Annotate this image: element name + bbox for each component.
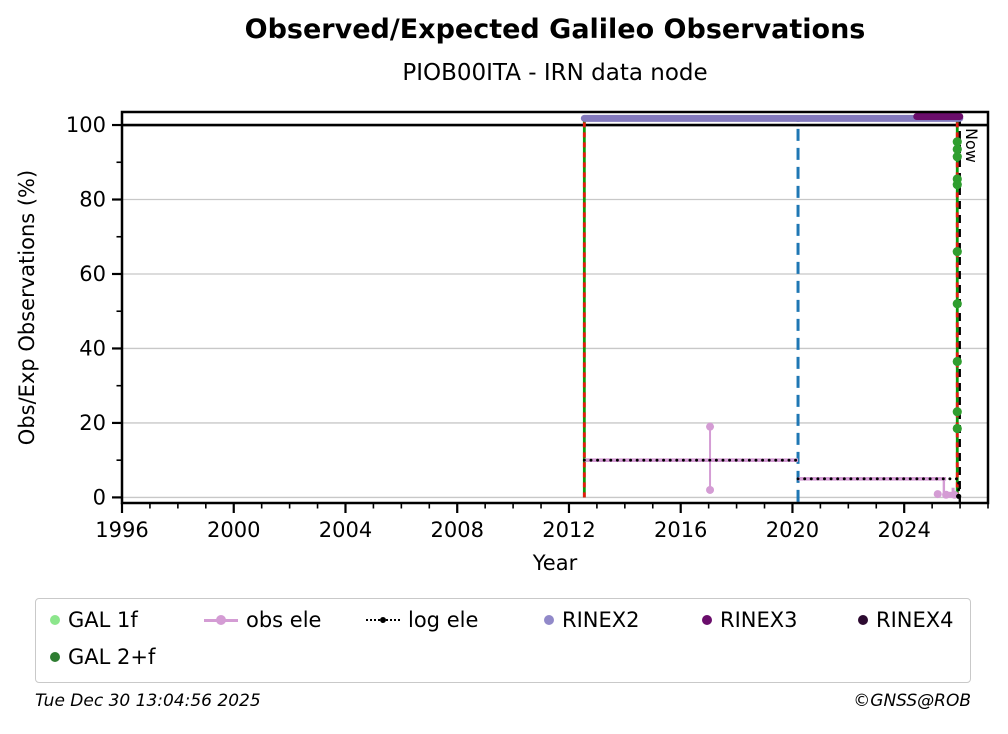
legend-label-rinex3: RINEX3 <box>720 608 798 632</box>
x-tick-label: 2016 <box>654 518 707 542</box>
legend-item-rinex4[interactable]: RINEX4 <box>858 606 954 634</box>
log-ele-marker-icon <box>366 615 400 625</box>
chart-subtitle: PIOB00ITA - IRN data node <box>402 60 708 86</box>
legend-label-log-ele: log ele <box>408 608 479 632</box>
gal-2-f-point <box>952 407 962 417</box>
legend-label-gal-2f: GAL 2+f <box>68 645 156 669</box>
rinex2-marker-icon <box>544 615 554 625</box>
rinex3-marker-icon <box>702 615 712 625</box>
x-tick-label: 2004 <box>319 518 372 542</box>
plot-timestamp: Tue Dec 30 13:04:56 2025 <box>35 691 261 711</box>
x-tick-label: 2024 <box>877 518 930 542</box>
obs-ele-marker <box>706 422 715 431</box>
y-axis-label: Obs/Exp Observations (%) <box>15 170 39 445</box>
y-tick-label: 20 <box>79 411 106 435</box>
legend-item-log-ele[interactable]: log ele <box>366 606 478 634</box>
gal-2-f-point <box>952 137 962 147</box>
chart-title: Observed/Expected Galileo Observations <box>244 14 866 45</box>
y-tick-label: 100 <box>66 113 106 137</box>
x-tick-label: 2008 <box>430 518 483 542</box>
legend-item-obs-ele[interactable]: obs ele <box>204 606 321 634</box>
x-axis-label: Year <box>532 551 578 575</box>
legend-label-gal-1f: GAL 1f <box>68 608 138 632</box>
legend-label-rinex4: RINEX4 <box>876 608 954 632</box>
x-tick-label: 1996 <box>95 518 148 542</box>
legend-item-gal-2f[interactable]: GAL 2+f <box>50 643 155 671</box>
legend-item-rinex3[interactable]: RINEX3 <box>702 606 798 634</box>
now-label: Now <box>962 128 981 163</box>
y-tick-label: 80 <box>79 188 106 212</box>
rinex4-marker-icon <box>858 615 868 625</box>
gal-1f-marker-icon <box>50 615 60 625</box>
chart-legend: GAL 1f obs ele log ele RINEX2 RINEX3 RIN… <box>35 598 971 683</box>
y-tick-label: 0 <box>93 485 106 509</box>
x-tick-label: 2020 <box>766 518 819 542</box>
gal-2-f-point <box>952 356 962 367</box>
plot-border <box>120 110 990 505</box>
legend-label-rinex2: RINEX2 <box>562 608 640 632</box>
gal-2-f-point <box>952 423 962 434</box>
y-tick-label: 40 <box>79 336 106 360</box>
gal-2-f-point <box>952 299 962 309</box>
gal-2-f-point <box>952 152 962 162</box>
gal-2-f-point <box>952 247 962 257</box>
gal-2f-marker-icon <box>50 652 60 662</box>
chart-plot-area: 1996 2000 2004 2008 2012 2016 2020 2024 0 20 40 60 8… <box>15 110 990 575</box>
legend-item-rinex2[interactable]: RINEX2 <box>544 606 640 634</box>
obs-ele-marker-icon <box>204 615 238 625</box>
legend-label-obs-ele: obs ele <box>246 608 322 632</box>
obs-ele-marker <box>942 490 951 499</box>
x-tick-label: 2012 <box>542 518 595 542</box>
obs-ele-marker <box>706 485 715 494</box>
obs-ele-marker <box>933 490 942 499</box>
log-ele-marker <box>956 493 962 499</box>
y-tick-label: 60 <box>79 262 106 286</box>
gal-2-f-point <box>952 144 962 154</box>
legend-item-gal-1f[interactable]: GAL 1f <box>50 606 138 634</box>
x-tick-label: 2000 <box>207 518 260 542</box>
plot-credit: ©GNSS@ROB <box>853 691 971 711</box>
gal-2-f-point <box>952 180 962 190</box>
